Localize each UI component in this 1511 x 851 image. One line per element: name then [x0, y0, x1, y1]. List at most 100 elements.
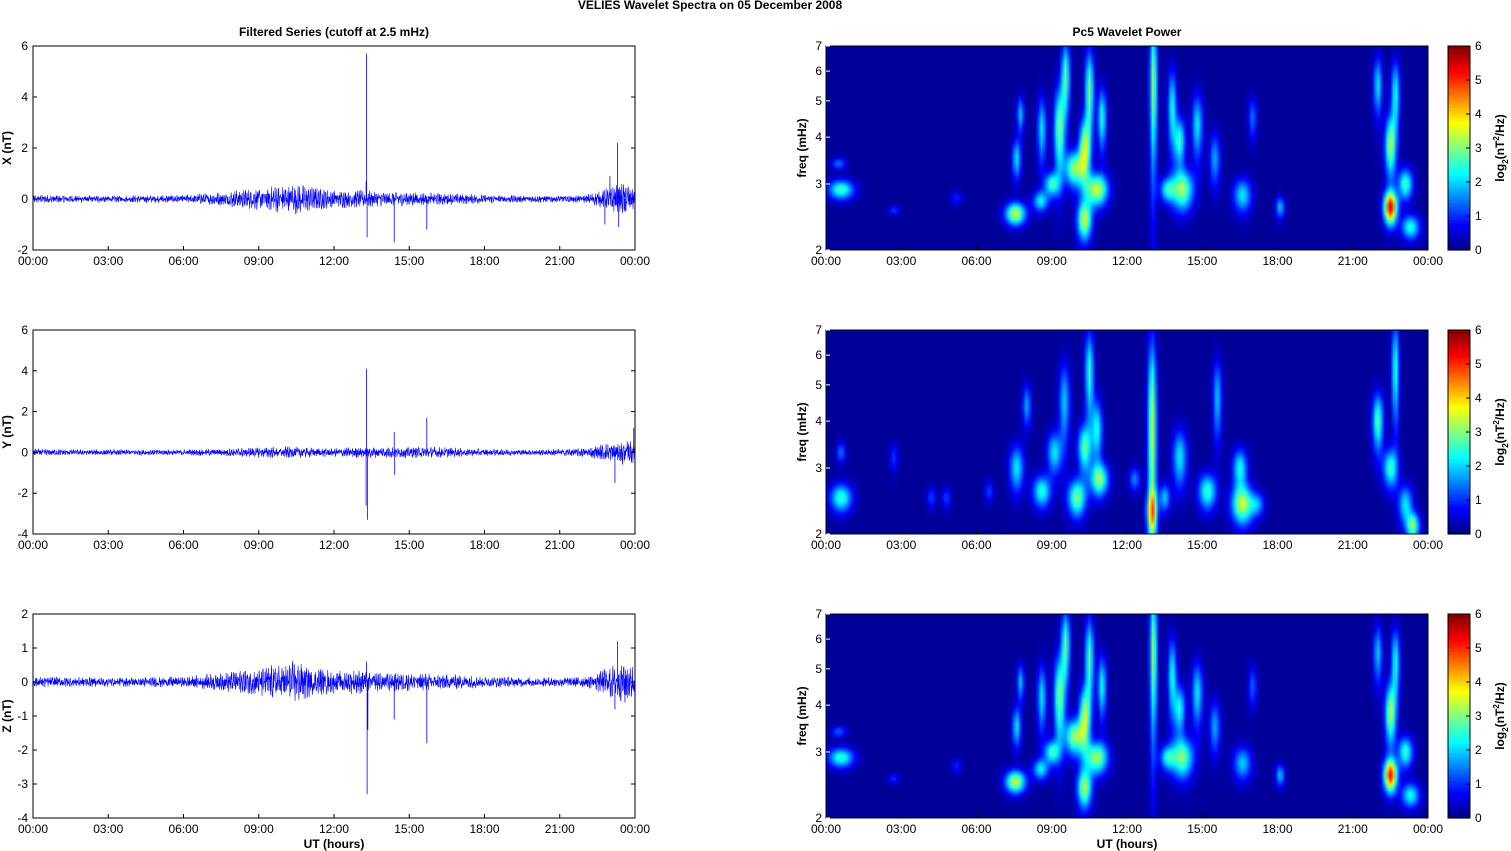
wv3-xtick-label: 00:00	[811, 822, 841, 836]
ytick-label: -4	[17, 811, 28, 825]
colorbar-segment	[1448, 239, 1470, 244]
colorbar-label-part: (nT	[1493, 424, 1507, 443]
colorbar-segment	[1448, 236, 1470, 241]
colorbar-segment	[1448, 671, 1470, 676]
colorbar-label-part: log	[1493, 448, 1507, 466]
colorbar-segment	[1448, 675, 1470, 680]
colorbar-segment	[1448, 219, 1470, 224]
colorbar-segment	[1448, 347, 1470, 351]
colorbar-segment	[1448, 182, 1470, 186]
colorbar-segment	[1448, 695, 1470, 700]
colorbar-segment	[1448, 736, 1470, 741]
colorbar-segment	[1448, 641, 1470, 646]
colorbar-tick-label: 2	[1475, 743, 1482, 757]
colorbar-segment	[1448, 472, 1470, 477]
colorbar-label-part: 2	[1501, 727, 1510, 732]
colorbar-segment	[1448, 141, 1470, 146]
colorbar-tick-label: 4	[1475, 675, 1482, 689]
colorbar-segment	[1448, 52, 1470, 57]
colorbar-label-part: 2	[1492, 704, 1501, 709]
timeseries-panel-2: -4 -2 0 2 4 6 Y (nT)	[0, 323, 636, 541]
ts1-xtick-label: 15:00	[394, 254, 424, 268]
colorbar-segment	[1448, 637, 1470, 642]
colorbar-segment	[1448, 216, 1470, 220]
colorbar-segment	[1448, 127, 1470, 132]
colorbar-segment	[1448, 445, 1470, 450]
colorbar-segment	[1448, 631, 1470, 635]
colorbar-segment	[1448, 746, 1470, 751]
freq-label: freq (mHz)	[795, 402, 809, 461]
colorbar-label-part: (nT	[1493, 140, 1507, 159]
ytick-label: 2	[815, 527, 822, 541]
colorbar-segment	[1448, 634, 1470, 639]
colorbar-tick-label: 5	[1475, 357, 1482, 371]
wv2-xtick-label: 00:00	[1413, 538, 1443, 552]
ts2-xtick-label: 15:00	[394, 538, 424, 552]
ts1-xtick-label: 00:00	[18, 254, 48, 268]
colorbar-segment	[1448, 148, 1470, 152]
ytick-label: -2	[17, 486, 28, 500]
colorbar-tick-label: 1	[1475, 209, 1482, 223]
colorbar-segment	[1448, 154, 1470, 159]
wv2-xticks: 00:00 03:00 06:00 09:00 12:00 15:00 18:00 21:00…	[811, 530, 1443, 552]
colorbar-segment	[1448, 479, 1470, 484]
ytick-label: -1	[17, 709, 28, 723]
colorbar-segment	[1448, 63, 1470, 67]
colorbar-segment	[1448, 158, 1470, 163]
wv2-xtick-label: 06:00	[961, 538, 991, 552]
ts1-xtick-label: 18:00	[469, 254, 499, 268]
ytick-label: 6	[815, 64, 822, 78]
colorbar-segment	[1448, 209, 1470, 214]
colorbar-segment	[1448, 151, 1470, 156]
colorbar-tick-label: 5	[1475, 641, 1482, 655]
colorbar-segment	[1448, 476, 1470, 481]
colorbar-segment	[1448, 620, 1470, 625]
y-ticks: 2 3 4 5 6 7	[815, 607, 830, 825]
colorbar-segment	[1448, 682, 1470, 686]
colorbar-segment	[1448, 648, 1470, 652]
y-ticks: -2 0 2 4 6	[17, 39, 635, 257]
colorbar-label-part: 2	[1492, 420, 1501, 425]
colorbar-label-part: log	[1493, 164, 1507, 182]
ytick-label: 6	[815, 632, 822, 646]
colorbar-segment	[1448, 517, 1470, 521]
colorbar-tick-label: 3	[1475, 141, 1482, 155]
colorbar-segment	[1448, 120, 1470, 125]
ytick-label: 4	[21, 364, 28, 378]
ts3-xtick-label: 03:00	[93, 822, 123, 836]
colorbar-segment	[1448, 144, 1470, 149]
colorbar-label: log2(nT2/Hz)	[1492, 398, 1510, 466]
colorbar-label-part: 2	[1501, 159, 1510, 164]
wv2-xtick-label: 12:00	[1112, 538, 1142, 552]
ts1-xtick-label: 12:00	[319, 254, 349, 268]
colorbar-segment	[1448, 202, 1470, 207]
wavelet-power-image	[826, 46, 1428, 250]
colorbar-segment	[1448, 233, 1470, 237]
timeseries-panel-3: -4 -3 -2 -1 0 1 2 Z (nT) UT (hours)	[0, 607, 636, 851]
colorbar-segment	[1448, 161, 1470, 166]
colorbar-segment	[1448, 408, 1470, 413]
colorbar-segment	[1448, 107, 1470, 112]
colorbar-segment	[1448, 59, 1470, 64]
colorbar-tick-label: 4	[1475, 107, 1482, 121]
ts2-xtick-label: 03:00	[93, 538, 123, 552]
colorbar-segment	[1448, 69, 1470, 74]
colorbar-segment	[1448, 709, 1470, 714]
colorbar-segment	[1448, 814, 1470, 819]
colorbar-segment	[1448, 199, 1470, 203]
colorbar-segment	[1448, 421, 1470, 426]
colorbar-label: log2(nT2/Hz)	[1492, 682, 1510, 750]
ts2-xtick-label: 21:00	[545, 538, 575, 552]
colorbar-segment	[1448, 80, 1470, 84]
ts3-xtick-label: 09:00	[244, 822, 274, 836]
wv3-xtick-label: 12:00	[1112, 822, 1142, 836]
colorbar-segment	[1448, 333, 1470, 338]
colorbar-segment	[1448, 165, 1470, 169]
colorbar-segment	[1448, 192, 1470, 197]
xlabel: UT (hours)	[304, 837, 365, 851]
ytick-label: 2	[21, 141, 28, 155]
ts3-xtick-label: 12:00	[319, 822, 349, 836]
ts1-xtick-label: 21:00	[545, 254, 575, 268]
